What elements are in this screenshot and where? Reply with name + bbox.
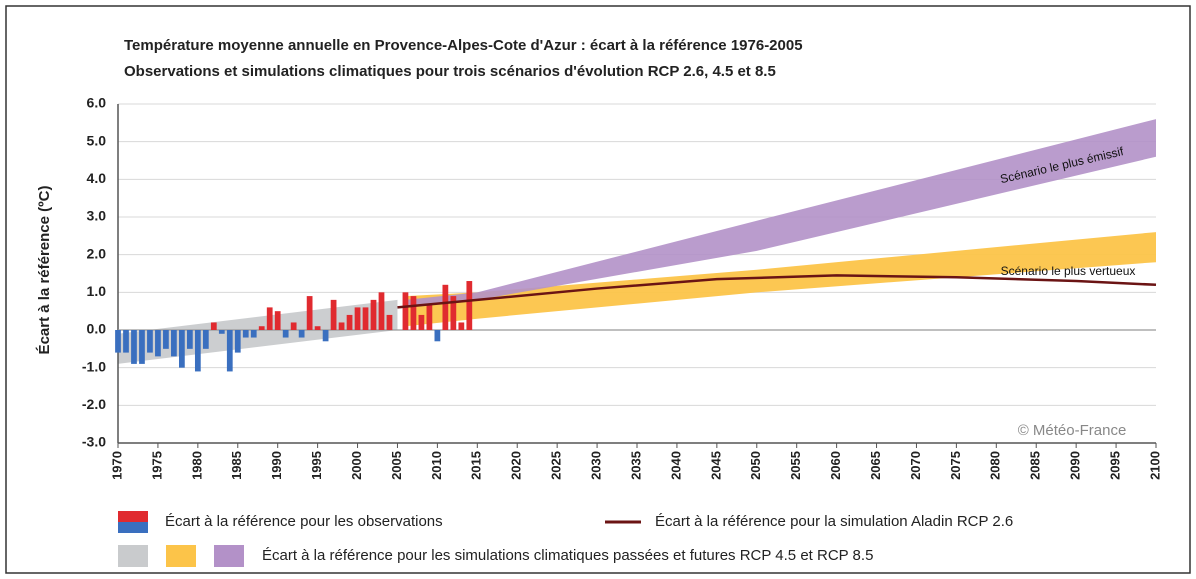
bar	[426, 303, 433, 330]
x-tick-label: 1990	[269, 451, 284, 480]
x-tick-label: 2000	[349, 451, 364, 480]
bar	[434, 330, 441, 342]
x-tick-label: 2005	[389, 451, 404, 480]
x-tick-label: 2100	[1147, 451, 1162, 480]
x-tick-label: 2020	[509, 451, 524, 480]
legend-swatch	[214, 545, 244, 567]
y-axis-label: Écart à la référence (ºC)	[36, 186, 53, 355]
bar	[186, 330, 193, 349]
bar	[458, 322, 465, 330]
y-tick-label: 4.0	[87, 170, 107, 186]
bar	[115, 330, 121, 353]
chart-title: Température moyenne annuelle en Provence…	[124, 37, 803, 54]
y-tick-label: -3.0	[82, 434, 106, 450]
x-tick-label: 2050	[748, 451, 763, 480]
x-tick-label: 1975	[149, 451, 164, 480]
bar	[322, 330, 329, 342]
line	[397, 274, 1157, 309]
x-tick-label: 2040	[668, 451, 683, 480]
x-tick-label: 2055	[788, 451, 803, 480]
bar	[418, 314, 425, 330]
bar	[226, 330, 233, 372]
bar	[218, 330, 225, 334]
y-tick-label: -2.0	[82, 396, 106, 412]
annotation: © Météo-France	[1018, 422, 1127, 439]
legend-swatch	[118, 545, 148, 567]
bar	[202, 330, 209, 349]
bar	[298, 330, 305, 338]
x-tick-label: 2080	[988, 451, 1003, 480]
x-tick-label: 2085	[1028, 451, 1043, 480]
y-tick-label: 6.0	[87, 95, 107, 111]
x-tick-label: 1985	[229, 451, 244, 480]
bar	[155, 330, 161, 357]
band	[405, 232, 1156, 327]
x-tick-label: 2035	[628, 451, 643, 480]
bar	[442, 284, 449, 330]
chart-subtitle: Observations et simulations climatiques …	[124, 63, 776, 80]
y-tick-label: 2.0	[87, 245, 107, 261]
x-tick-label: 1980	[189, 451, 204, 480]
bar	[139, 330, 145, 364]
annotation: Scénario le plus vertueux	[1001, 264, 1136, 278]
x-tick-label: 2015	[469, 451, 484, 480]
x-tick-label: 2060	[828, 451, 843, 480]
bar	[330, 299, 337, 330]
x-tick-label: 1995	[309, 451, 324, 480]
x-tick-label: 2025	[549, 451, 564, 480]
bar	[179, 330, 185, 368]
legend-label: Écart à la référence pour les observatio…	[165, 513, 443, 530]
x-tick-label: 2090	[1068, 451, 1083, 480]
x-tick-label: 2065	[868, 451, 883, 480]
bar	[338, 322, 345, 330]
bar	[123, 330, 129, 353]
bar	[378, 292, 385, 330]
legend-label: Écart à la référence pour la simulation …	[655, 513, 1013, 530]
bar	[290, 322, 297, 330]
y-tick-label: 1.0	[87, 283, 107, 299]
bar	[354, 307, 361, 330]
y-tick-label: 5.0	[87, 132, 107, 148]
bar	[163, 330, 169, 349]
x-tick-label: 2075	[948, 451, 963, 480]
bar	[306, 296, 313, 330]
x-tick-label: 2045	[708, 451, 723, 480]
y-tick-label: 3.0	[87, 208, 107, 224]
frame	[5, 5, 1191, 574]
bar	[131, 330, 137, 364]
bar	[314, 326, 321, 330]
bar	[386, 314, 393, 330]
legend-swatch	[166, 545, 196, 567]
x-tick-label: 1970	[109, 451, 124, 480]
bar	[362, 307, 369, 330]
bar	[258, 326, 265, 330]
legend-label: Écart à la référence pour les simulation…	[262, 547, 873, 564]
x-tick-label: 2030	[589, 451, 604, 480]
y-tick-label: -1.0	[82, 358, 106, 374]
bar	[466, 281, 473, 330]
bar	[346, 314, 353, 330]
x-tick-label: 2095	[1108, 451, 1123, 480]
bar	[210, 322, 217, 330]
x-tick-label: 2010	[429, 451, 444, 480]
bar	[450, 296, 457, 330]
bar	[402, 292, 409, 330]
y-tick-label: 0.0	[87, 321, 107, 337]
bar	[274, 311, 281, 330]
legend-swatch	[118, 511, 148, 522]
bar	[234, 330, 241, 353]
bar	[147, 330, 153, 353]
bar	[194, 330, 201, 372]
bar	[266, 307, 273, 330]
bar	[242, 330, 249, 338]
legend-swatch	[118, 522, 148, 533]
bar	[250, 330, 257, 338]
bar	[370, 299, 377, 330]
bar	[282, 330, 289, 338]
bar	[171, 330, 177, 357]
x-tick-label: 2070	[908, 451, 923, 480]
bar	[410, 296, 417, 330]
